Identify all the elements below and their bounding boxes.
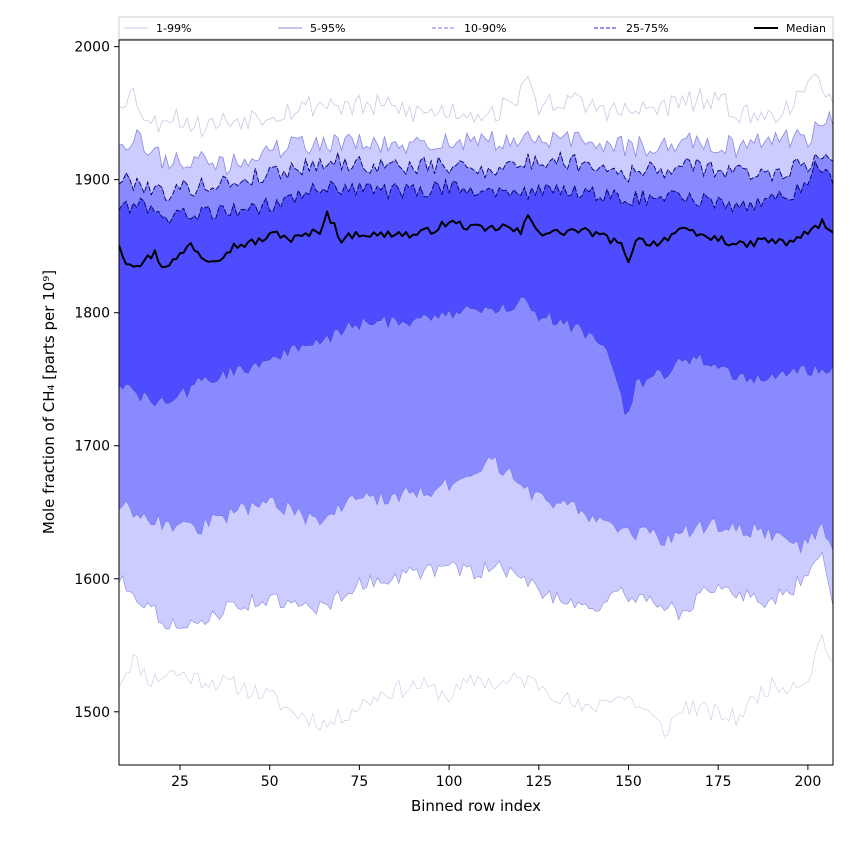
y-tick-label-1600: 1600 bbox=[74, 572, 110, 588]
band-upper-dash-3 bbox=[119, 160, 833, 225]
x-tick-label-25: 25 bbox=[171, 774, 189, 790]
median-line bbox=[119, 210, 833, 269]
x-tick-label-125: 125 bbox=[525, 774, 552, 790]
y-tick-label-1800: 1800 bbox=[74, 306, 110, 322]
y-axis: 1500 1600 1700 1800 1900 2000 bbox=[74, 40, 119, 721]
bands-layer bbox=[119, 73, 833, 737]
legend-label-0: 1-99% bbox=[156, 22, 191, 35]
x-axis: 25 50 75 100 125 150 175 200 bbox=[171, 765, 821, 790]
x-tick-label-50: 50 bbox=[261, 774, 279, 790]
band-upper-line-1-99pct bbox=[119, 73, 833, 138]
x-axis-label: Binned row index bbox=[411, 797, 541, 815]
band-lower-line-25-75pct bbox=[119, 296, 833, 415]
band-upper-line-5-95pct bbox=[119, 110, 833, 176]
band-lower-line-10-90pct bbox=[119, 456, 833, 554]
y-axis-label: Mole fraction of CH₄ [parts per 10⁹] bbox=[40, 270, 58, 534]
x-tick-label-100: 100 bbox=[436, 774, 463, 790]
y-tick-label-2000: 2000 bbox=[74, 40, 110, 56]
legend: 1-99% 5-95% 10-90% 25-75% Median bbox=[118, 16, 834, 40]
x-tick-label-200: 200 bbox=[795, 774, 822, 790]
x-tick-label-175: 175 bbox=[705, 774, 732, 790]
band-upper-dash-2 bbox=[119, 150, 833, 201]
legend-label-2: 10-90% bbox=[464, 22, 506, 35]
legend-box bbox=[118, 16, 834, 40]
y-tick-label-1700: 1700 bbox=[74, 439, 110, 455]
y-tick-label-1900: 1900 bbox=[74, 173, 110, 189]
y-tick-label-1500: 1500 bbox=[74, 705, 110, 721]
x-tick-label-75: 75 bbox=[350, 774, 368, 790]
x-tick-label-150: 150 bbox=[615, 774, 642, 790]
plot-frame bbox=[118, 39, 834, 766]
band-25-75pct bbox=[119, 161, 833, 415]
legend-label-3: 25-75% bbox=[626, 22, 668, 35]
legend-label-1: 5-95% bbox=[310, 22, 345, 35]
legend-label-4: Median bbox=[786, 22, 826, 35]
median-layer bbox=[119, 210, 833, 269]
band-lower-line-1-99pct bbox=[119, 634, 833, 737]
band-lower-line-5-95pct bbox=[119, 551, 833, 630]
